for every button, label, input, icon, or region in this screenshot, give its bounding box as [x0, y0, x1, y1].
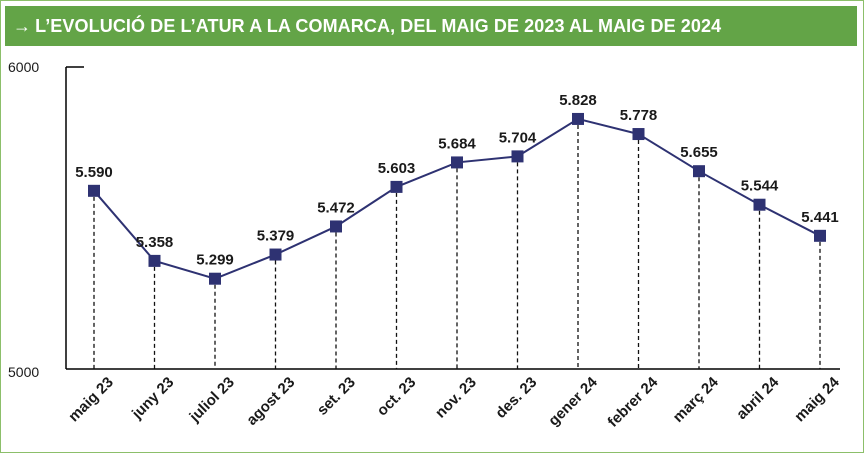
x-tick-label: juny 23	[128, 374, 177, 423]
data-label: 5.299	[196, 252, 234, 269]
x-tick-label: gener 24	[545, 373, 601, 429]
x-tick-label: juliol 23	[186, 374, 238, 426]
data-point	[148, 254, 161, 267]
x-tick-label: març 24	[670, 373, 723, 426]
data-label: 5.379	[257, 228, 295, 245]
data-point	[693, 165, 705, 178]
x-tick-labels: maig 23 juny 23 juliol 23 agost 23 set. 23 oc…	[65, 373, 843, 430]
x-tick-label: abril 24	[733, 373, 783, 423]
drop-lines	[93, 124, 821, 369]
chart-header: → L’EVOLUCIÓ DE L’ATUR A LA COMARCA, DEL …	[5, 6, 857, 46]
data-point	[88, 184, 100, 197]
data-label: 5.590	[75, 164, 113, 181]
y-tick-label-bottom: 5000	[8, 364, 39, 380]
data-point	[572, 112, 584, 125]
data-point	[814, 229, 826, 242]
data-point	[511, 150, 524, 163]
data-markers	[88, 112, 826, 285]
data-point	[632, 128, 645, 141]
data-label: 5.684	[438, 135, 476, 152]
x-tick-label: maig 24	[791, 373, 843, 425]
chart-title: → L’EVOLUCIÓ DE L’ATUR A LA COMARCA, DEL …	[13, 6, 721, 46]
chart-axes: 6000 5000	[8, 59, 840, 380]
data-label: 5.655	[680, 144, 718, 161]
x-tick-label: set. 23	[314, 374, 359, 419]
data-label: 5.778	[620, 107, 658, 124]
data-point	[269, 248, 282, 261]
data-label: 5.472	[317, 199, 355, 216]
x-tick-label: maig 23	[65, 374, 117, 426]
data-label: 5.441	[801, 209, 839, 226]
data-label: 5.603	[378, 160, 416, 177]
data-label: 5.828	[559, 92, 597, 109]
data-label: 5.358	[136, 234, 174, 251]
data-point	[753, 198, 766, 211]
data-labels: 5.590 5.358 5.299 5.379 5.472 5.603 5.684 5.704…	[75, 92, 839, 269]
y-tick-label-top: 6000	[8, 59, 39, 75]
data-point	[209, 272, 221, 285]
data-point	[451, 156, 463, 169]
data-point	[330, 220, 342, 233]
x-tick-label: nov. 23	[432, 374, 480, 422]
data-label: 5.704	[499, 129, 537, 146]
x-tick-label: agost 23	[243, 374, 298, 429]
arrow-icon: →	[13, 16, 32, 36]
x-tick-label: oct. 23	[374, 374, 420, 420]
x-tick-label: des. 23	[492, 374, 540, 422]
x-tick-label: febrer 24	[604, 373, 661, 430]
data-label: 5.544	[741, 178, 779, 195]
chart-title-text: L’EVOLUCIÓ DE L’ATUR A LA COMARCA, DEL M…	[35, 16, 722, 36]
data-point	[390, 180, 403, 193]
